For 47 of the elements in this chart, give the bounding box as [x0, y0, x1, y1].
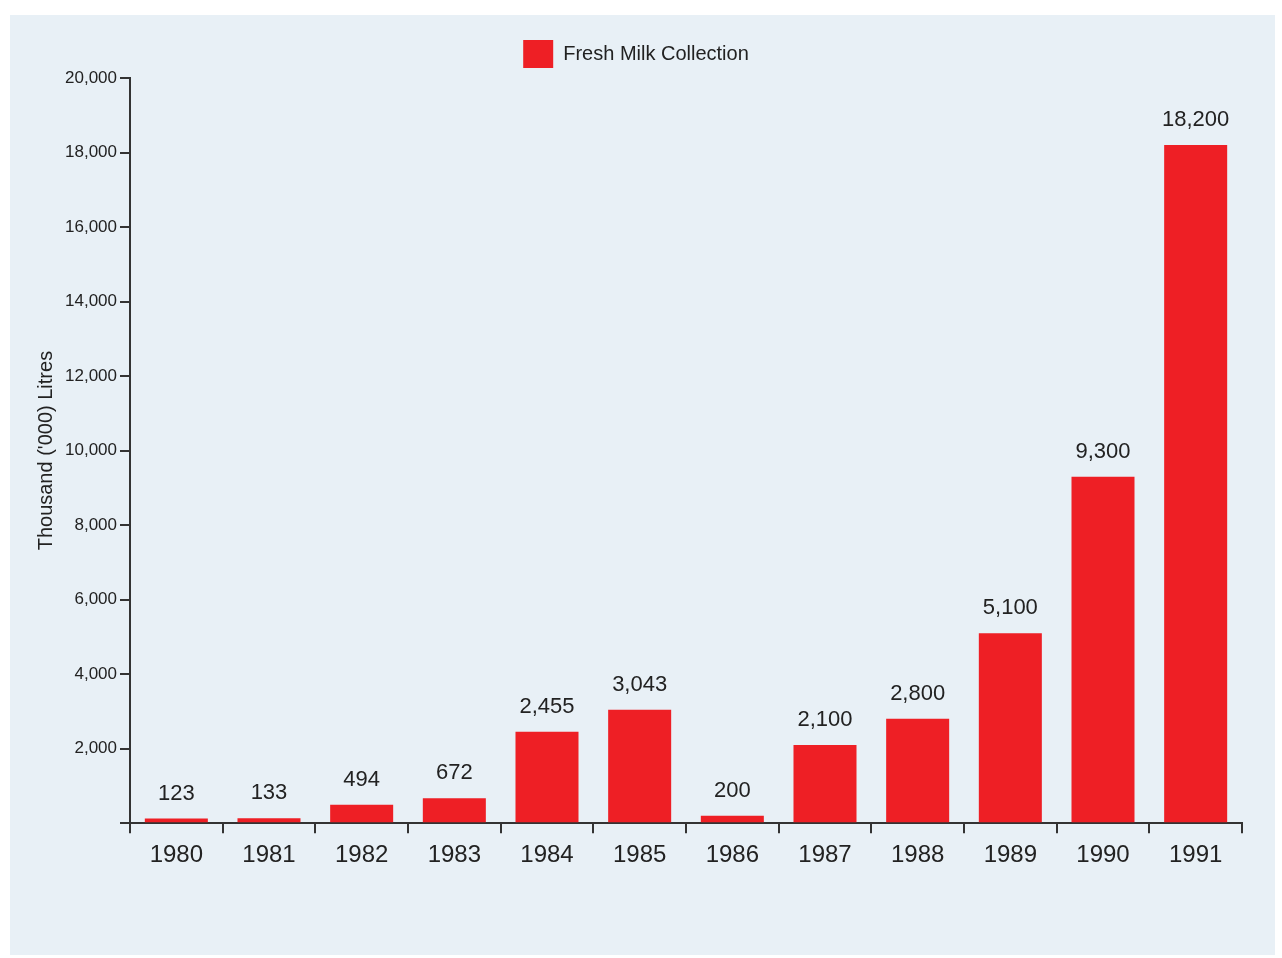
- x-tick-label: 1987: [798, 840, 852, 868]
- bar: [700, 815, 764, 823]
- x-tick-label: 1985: [612, 840, 667, 868]
- data-label: 200: [713, 776, 751, 802]
- data-label: 9,300: [1075, 437, 1131, 463]
- x-tick-label: 1991: [1168, 840, 1223, 868]
- x-tick-label: 1986: [705, 840, 760, 868]
- y-tick-label: 18,000: [65, 142, 117, 162]
- legend-label: Fresh Milk Collection: [563, 41, 749, 64]
- x-tick-label: 1980: [149, 840, 204, 868]
- data-label: 494: [343, 765, 381, 791]
- bar: [608, 709, 672, 823]
- data-label: 2,455: [519, 692, 575, 718]
- y-tick-label: 4,000: [74, 663, 117, 683]
- y-tick-label: 16,000: [65, 216, 117, 236]
- y-tick-label: 8,000: [74, 514, 117, 534]
- bar: [978, 633, 1042, 823]
- data-label: 2,800: [890, 679, 946, 705]
- y-tick-label: 20,000: [65, 67, 117, 87]
- bar: [330, 804, 394, 823]
- bar: [515, 731, 579, 823]
- x-tick-label: 1984: [520, 840, 574, 868]
- y-tick-label: 12,000: [65, 365, 117, 385]
- x-tick-label: 1981: [242, 840, 296, 868]
- bar: [422, 798, 486, 823]
- bar: [1071, 476, 1135, 823]
- data-label: 123: [157, 779, 195, 805]
- data-label: 5,100: [982, 594, 1038, 620]
- x-tick-label: 1982: [334, 840, 389, 868]
- data-label: 133: [250, 779, 288, 805]
- bar: [793, 744, 857, 823]
- data-label: 2,100: [797, 706, 853, 732]
- bar: [237, 818, 301, 823]
- data-label: 672: [435, 759, 473, 785]
- data-label: 18,200: [1162, 106, 1230, 132]
- x-tick-label: 1988: [890, 840, 945, 868]
- data-label: 3,043: [612, 670, 668, 696]
- y-tick-label: 6,000: [74, 589, 117, 609]
- x-tick-label: 1990: [1076, 840, 1130, 868]
- bar: [1164, 145, 1228, 823]
- y-axis-title: Thousand ('000) Litres: [33, 350, 56, 551]
- y-tick-label: 2,000: [74, 738, 117, 758]
- y-tick-label: 14,000: [65, 291, 117, 311]
- x-tick-label: 1989: [983, 840, 1038, 868]
- x-tick-label: 1983: [427, 840, 482, 868]
- y-tick-label: 10,000: [65, 440, 117, 460]
- bar: [886, 718, 950, 823]
